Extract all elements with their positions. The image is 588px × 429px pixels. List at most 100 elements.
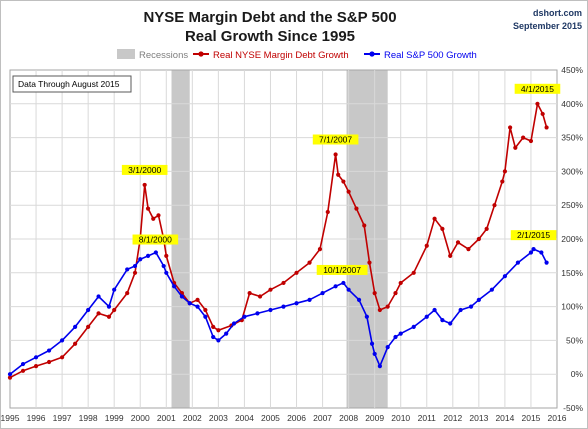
x-tick-label: 1997 [53,413,72,423]
annotation-label: 8/1/2000 [139,235,172,245]
data-point-sp500 [539,250,544,255]
data-point-sp500 [544,260,549,265]
source-label: dshort.com [533,8,582,18]
data-point-margin-debt [484,226,489,231]
legend-margin-marker [198,51,204,57]
data-point-sp500 [281,304,286,309]
data-point-sp500 [164,270,169,275]
data-point-sp500 [255,311,260,316]
data-point-sp500 [411,324,416,329]
data-point-sp500 [333,284,338,289]
source-date: September 2015 [513,21,582,31]
data-point-sp500 [346,287,351,292]
data-point-margin-debt [432,216,437,221]
data-point-margin-debt [448,253,453,258]
data-point-sp500 [364,314,369,319]
legend: Recessions Real NYSE Margin Debt Growth … [117,49,477,61]
data-point-margin-debt [211,324,216,329]
data-point-margin-debt [385,304,390,309]
x-tick-label: 2016 [548,413,567,423]
data-point-sp500 [320,290,325,296]
x-tick-label: 2007 [313,413,332,423]
data-point-margin-debt [440,226,445,231]
data-point-sp500 [187,301,192,306]
data-point-margin-debt [476,236,481,242]
data-point-sp500 [393,334,398,340]
data-point-sp500 [502,274,508,279]
legend-sp500-marker [369,51,375,57]
data-point-sp500 [195,304,200,309]
data-point-sp500 [242,314,247,319]
data-point-sp500 [531,247,536,252]
data-point-sp500 [468,304,474,309]
data-point-sp500 [153,250,158,255]
data-point-sp500 [73,324,78,329]
data-point-sp500 [86,307,91,313]
annotation-box [510,230,557,241]
data-point-sp500 [132,263,138,269]
data-point-sp500 [458,307,463,313]
y-tick-label: -50% [563,403,583,413]
y-tick-label: 100% [561,302,583,312]
data-point-margin-debt [325,209,330,215]
y-tick-label: 350% [561,133,583,143]
data-point-sp500 [161,263,166,269]
data-point-sp500 [528,250,534,255]
data-point-sp500 [476,297,481,302]
data-point-margin-debt [59,355,65,360]
x-tick-label: 1996 [27,413,46,423]
data-point-sp500 [372,351,377,357]
data-point-sp500 [224,331,229,336]
data-point-margin-debt [508,125,513,130]
x-tick-label: 2006 [287,413,306,423]
data-point-sp500 [216,338,221,343]
data-point-sp500 [211,334,216,340]
data-point-margin-debt [333,152,338,157]
data-point-sp500 [377,363,382,369]
data-point-sp500 [145,253,151,258]
x-tick-label: 2001 [157,413,176,423]
data-point-margin-debt [20,368,26,373]
data-point-margin-debt [132,270,138,275]
data-point-sp500 [46,348,52,353]
data-point-margin-debt [535,101,540,106]
annotation-label: 4/1/2015 [521,84,554,94]
data-point-sp500 [424,314,429,319]
data-point-margin-debt [268,287,273,292]
data-point-margin-debt [540,111,545,117]
x-tick-label: 2009 [365,413,384,423]
data-point-margin-debt [156,213,161,218]
data-point-margin-debt [247,290,252,296]
chart-title-line1: NYSE Margin Debt and the S&P 500 [143,9,396,26]
legend-recession-swatch [117,49,135,59]
data-point-sp500 [179,294,185,299]
data-point-sp500 [356,297,362,302]
data-point-sp500 [7,372,13,377]
y-tick-label: 300% [561,166,583,176]
chart-title-line2: Real Growth Since 1995 [185,28,355,45]
legend-sp500-label: Real S&P 500 Growth [384,50,477,61]
x-tick-label: 2012 [443,413,462,423]
annotation-label: 10/1/2007 [323,265,361,275]
data-point-margin-debt [142,182,147,188]
x-tick-label: 2011 [418,413,437,423]
annotation-box [514,83,561,94]
annotation-box [121,164,168,175]
data-point-margin-debt [7,375,13,380]
y-tick-label: 0% [571,369,584,379]
annotation-box [312,134,359,145]
x-tick-label: 2004 [235,413,254,423]
data-point-margin-debt [46,359,52,365]
data-point-margin-debt [281,280,286,286]
x-tick-label: 2000 [131,413,150,423]
data-point-margin-debt [377,307,382,313]
data-point-margin-debt [455,240,461,245]
x-tick-label: 1999 [105,413,124,423]
data-point-margin-debt [125,290,130,296]
x-axis-ticks: 1995 1996 1997 1998 1999 2000 2001 2002 2003 2004… [1,413,567,423]
data-point-margin-debt [544,125,549,130]
annotation-label: 3/1/2000 [128,165,161,175]
y-axis-ticks: -50% 0% 50% 100% 150% 200% 250% 300% 350% 400% 450… [561,65,583,413]
annotation-box [316,264,368,275]
data-point-margin-debt [164,253,169,258]
